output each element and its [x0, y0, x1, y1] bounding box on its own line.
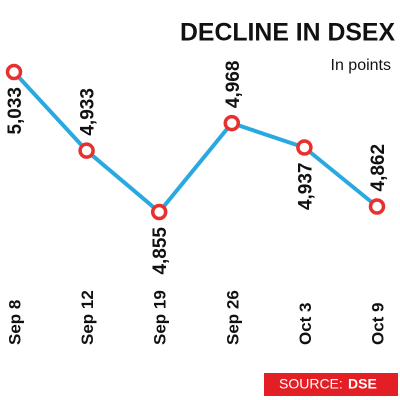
value-label: 4,933	[78, 88, 99, 136]
marker	[5, 63, 23, 81]
x-tick-label: Sep 12	[78, 290, 97, 345]
source-box	[264, 373, 398, 396]
marker	[223, 114, 241, 132]
value-label: 4,855	[150, 227, 171, 275]
x-tick-label: Sep 8	[5, 300, 24, 345]
x-tick-label: Sep 26	[223, 290, 242, 345]
chart-subtitle: In points	[331, 57, 391, 74]
x-tick-label: Sep 19	[151, 290, 170, 345]
source-label: SOURCE:	[279, 376, 343, 392]
source: DSE	[348, 376, 377, 392]
line	[12, 70, 379, 215]
chart-title: DECLINE IN DSEX	[180, 19, 395, 47]
marker	[368, 198, 386, 215]
marker	[296, 139, 313, 156]
value-label: 4,937	[295, 163, 316, 211]
value-label: 4,862	[368, 144, 389, 192]
marker	[78, 142, 95, 159]
value-label: 5,033	[5, 87, 26, 135]
x-tick-label: Oct 3	[296, 302, 315, 345]
value-label: 4,968	[223, 61, 244, 109]
marker	[150, 203, 168, 221]
x-tick-label: Oct 9	[368, 302, 387, 345]
